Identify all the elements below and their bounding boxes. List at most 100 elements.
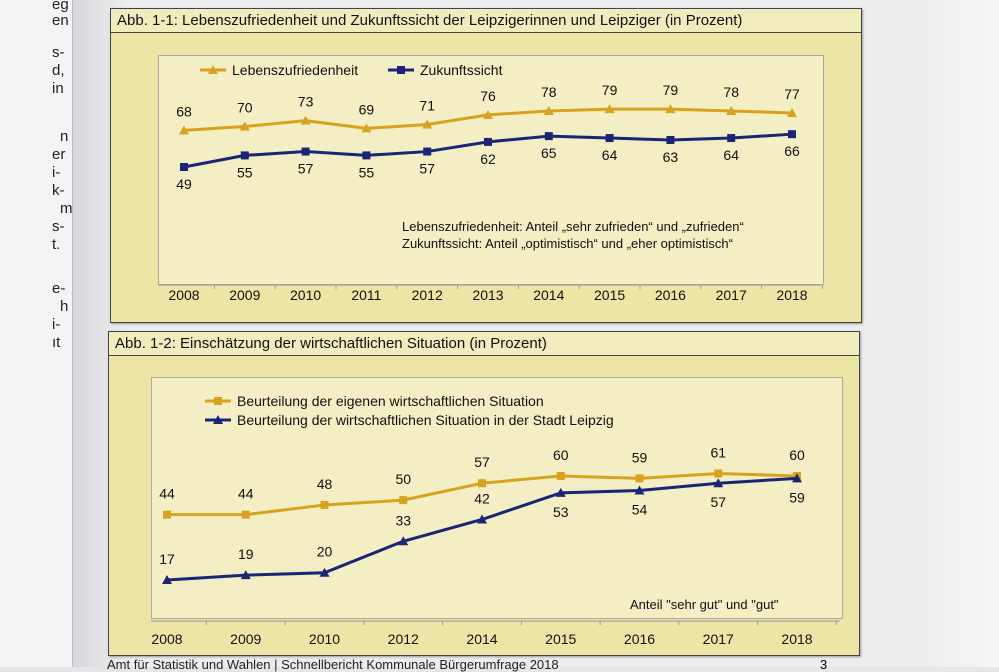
left-page-text-fragment: n (60, 128, 69, 145)
chart2-series-2-data-label: 19 (238, 546, 254, 562)
chart1-series-2-point (180, 163, 188, 171)
chart1-series-2-point (484, 137, 492, 146)
chart1-series-1-point (300, 115, 311, 125)
chart1-series-1-data-label: 77 (784, 86, 800, 102)
left-page-text-fragment: s- (52, 218, 65, 235)
chart1-x-tick-label: 2012 (412, 287, 443, 303)
chart2-series-2-data-label: 17 (159, 551, 175, 567)
chart1-series-1-data-label: 69 (359, 101, 375, 117)
chart2-legend-marker (214, 397, 222, 405)
chart2-series-2-point (634, 485, 645, 495)
left-page-text-fragment: in (52, 80, 64, 97)
chart1-series-2-point (727, 134, 736, 143)
chart2-series-1-data-label: 50 (395, 471, 411, 487)
chart1-series-2-point (544, 132, 553, 141)
chart2-series-2-point (792, 473, 802, 483)
chart2-series-1-data-label: 59 (632, 449, 648, 465)
left-page-text-fragment: en (52, 12, 69, 29)
chart1-x-tick-label: 2015 (594, 287, 625, 303)
chart2-series-1-point (163, 510, 171, 519)
left-page-text-fragment: ıt (52, 334, 61, 351)
chart1-legend-marker (208, 65, 218, 74)
chart2-series-2-point (240, 570, 251, 580)
chart1-note-2: Zukunftssicht: Anteil „optimistisch“ und… (402, 236, 733, 251)
chart1-x-tick-label: 2018 (776, 287, 807, 303)
left-page-text-fragment: h (60, 298, 69, 315)
chart2-x-tick-label: 2012 (388, 631, 419, 647)
chart1-series-1-point (179, 125, 189, 135)
left-page-text-fragment: t. (52, 236, 61, 253)
chart2-series-2-data-label: 57 (710, 494, 726, 510)
chart2-series-2-data-label: 54 (632, 501, 648, 517)
chart1-series-1-point (361, 123, 372, 133)
chart1-series-2-data-label: 65 (541, 145, 557, 161)
chart1-x-tick-label: 2017 (716, 287, 747, 303)
chart2-series-2-point (713, 478, 724, 488)
chart2-x-tick-label: 2015 (545, 631, 576, 647)
page-number: 3 (820, 657, 828, 672)
chart2-series-1-data-label: 60 (789, 447, 805, 463)
chart1-series-1-data-label: 79 (663, 82, 679, 98)
chart2-series-1-point (478, 479, 486, 488)
chart2-series-1-point (320, 500, 329, 509)
chart1-x-tick-label: 2013 (472, 287, 503, 303)
chart2-series-2-data-label: 59 (789, 489, 805, 505)
chart1-series-1-data-label: 73 (298, 94, 314, 110)
chart1-series-1-point (665, 104, 676, 114)
chart1-series-2-point (423, 147, 432, 156)
chart1-series-2-data-label: 64 (723, 147, 739, 163)
chart2-series-2-point (555, 487, 566, 497)
footer-text: Amt für Statistik und Wahlen | Schnellbe… (107, 657, 559, 672)
left-page-text-fragment: i- (52, 164, 61, 181)
chart2-series-2-point (477, 514, 487, 524)
left-page-text-fragment: er (52, 146, 66, 163)
chart1-series-1-data-label: 78 (541, 84, 557, 100)
chart2-series-1-point (556, 471, 565, 480)
chart1-x-tick-label: 2014 (533, 287, 564, 303)
chart2-legend-label: Beurteilung der wirtschaftlichen Situati… (237, 412, 614, 428)
chart2-box: Abb. 1-2: Einschätzung der wirtschaftlic… (108, 331, 860, 656)
left-page-text-fragment: eg (52, 0, 69, 13)
chart1-series-1-data-label: 68 (176, 103, 192, 119)
chart1-series-2-data-label: 63 (663, 149, 679, 165)
chart1-series-1-point (543, 106, 554, 116)
chart2-series-1-data-label: 44 (238, 486, 254, 502)
left-page-text-fragment: s- (52, 44, 65, 61)
chart2-x-tick-label: 2008 (151, 631, 182, 647)
chart1-x-tick-label: 2010 (290, 287, 321, 303)
chart1-series-1-point (787, 107, 797, 117)
chart1-series-1-data-label: 70 (237, 99, 253, 115)
chart1-series-1-data-label: 78 (723, 84, 739, 100)
chart1-series-2-point (605, 134, 614, 143)
chart1-series-1-data-label: 76 (480, 88, 496, 104)
chart2-plot-area (151, 377, 843, 619)
chart2-series-2-point (319, 567, 330, 577)
chart2-x-tick-label: 2016 (624, 631, 655, 647)
chart2-series-1-point (714, 469, 723, 478)
chart1-series-2-point (240, 151, 249, 160)
chart1-series-2-data-label: 66 (784, 143, 800, 159)
chart2-series-1-data-label: 57 (474, 454, 490, 470)
chart2-series-1-data-label: 60 (553, 447, 569, 463)
chart2-series-2-point (162, 575, 172, 584)
chart1-series-2-data-label: 55 (359, 164, 375, 180)
chart1-series-2-point (666, 135, 675, 144)
chart1-series-2-data-label: 57 (298, 161, 314, 177)
chart1-series-1-data-label: 71 (419, 98, 435, 114)
chart2-x-tick-label: 2018 (781, 631, 812, 647)
chart2-legend-label: Beurteilung der eigenen wirtschaftlichen… (237, 393, 544, 409)
chart1-series-1-point (726, 106, 737, 116)
chart1-legend-marker (397, 66, 405, 74)
chart2-title: Abb. 1-2: Einschätzung der wirtschaftlic… (109, 332, 859, 356)
chart2-series-1-point (635, 474, 644, 483)
chart1-plot-area (158, 55, 824, 285)
chart1-x-tick-label: 2016 (655, 287, 686, 303)
left-page-text-fragment: d, (52, 62, 65, 79)
chart1-x-tick-label: 2011 (351, 287, 381, 303)
chart1-series-2-data-label: 64 (602, 147, 618, 163)
chart1-series-2-point (301, 147, 310, 156)
chart1-box: Abb. 1-1: Lebenszufriedenheit und Zukunf… (110, 8, 862, 323)
chart2-series-2-data-label: 33 (395, 512, 411, 528)
chart2-series-1-point (241, 510, 250, 519)
chart1-x-tick-label: 2008 (168, 287, 199, 303)
